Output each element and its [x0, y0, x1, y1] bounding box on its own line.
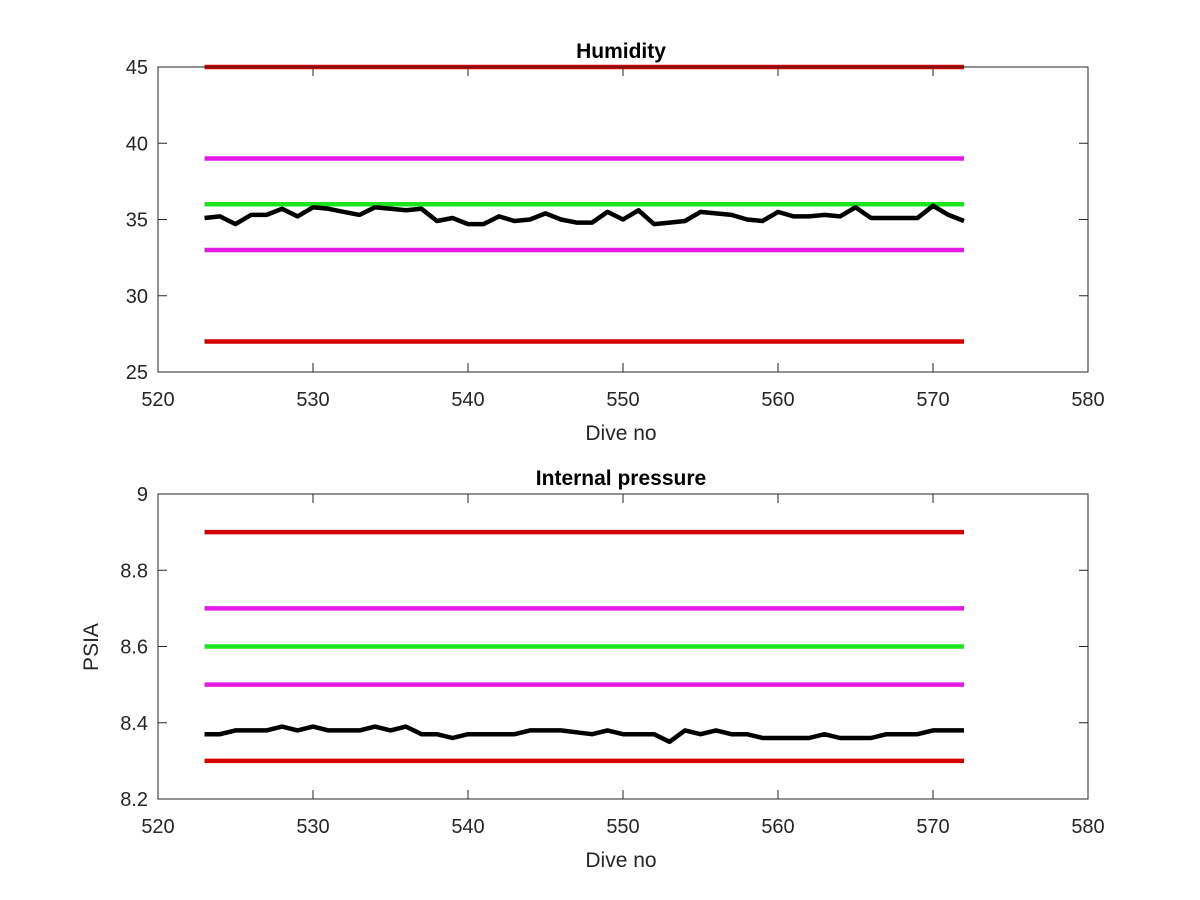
x-tick-label: 550	[606, 389, 639, 411]
x-tick-label: 550	[606, 816, 639, 838]
x-tick-label: 580	[1071, 816, 1104, 838]
y-tick-label: 8.2	[120, 789, 148, 811]
y-ticks: 8.2 8.4 8.6 8.8 9	[120, 484, 1088, 811]
y-tick-label: 45	[126, 57, 148, 79]
y-tick-label: 30	[126, 286, 148, 308]
x-axis-label: Dive no	[585, 422, 656, 445]
y-tick-label: 40	[126, 133, 148, 155]
y-tick-label: 8.6	[120, 637, 148, 659]
chart-title: Internal pressure	[536, 467, 706, 490]
y-tick-label: 8.8	[120, 560, 148, 582]
x-ticks: 520 530 540 550 560 570 580	[141, 67, 1105, 411]
x-tick-label: 540	[451, 816, 484, 838]
x-axis-label: Dive no	[585, 849, 656, 872]
threshold-lines	[204, 529, 964, 764]
humidity-subplot: 520 530 540 550 560 570 580 25 30 35 40 45 Humidit…	[126, 40, 1105, 445]
x-tick-label: 520	[141, 816, 174, 838]
x-ticks: 520 530 540 550 560 570 580	[141, 494, 1105, 838]
x-tick-label: 530	[296, 389, 329, 411]
x-tick-label: 520	[141, 389, 174, 411]
y-tick-label: 35	[126, 210, 148, 232]
x-tick-label: 560	[761, 816, 794, 838]
y-tick-label: 9	[137, 484, 148, 506]
y-tick-label: 8.4	[120, 713, 148, 735]
x-tick-label: 570	[916, 389, 949, 411]
series-lines	[204, 203, 965, 227]
x-tick-label: 530	[296, 816, 329, 838]
y-tick-label: 25	[126, 362, 148, 384]
series-line	[204, 203, 965, 227]
x-tick-label: 540	[451, 389, 484, 411]
y-ticks: 25 30 35 40 45	[126, 57, 1088, 384]
x-tick-label: 570	[916, 816, 949, 838]
internal-pressure-subplot: 520 530 540 550 560 570 580 8.2 8.4 8.6 8.8 9 Inte…	[80, 467, 1105, 872]
x-tick-label: 580	[1071, 389, 1104, 411]
chart-title: Humidity	[576, 40, 666, 63]
y-axis-label: PSIA	[80, 623, 103, 671]
series-line	[204, 724, 964, 745]
series-lines	[204, 724, 964, 745]
x-tick-label: 560	[761, 389, 794, 411]
